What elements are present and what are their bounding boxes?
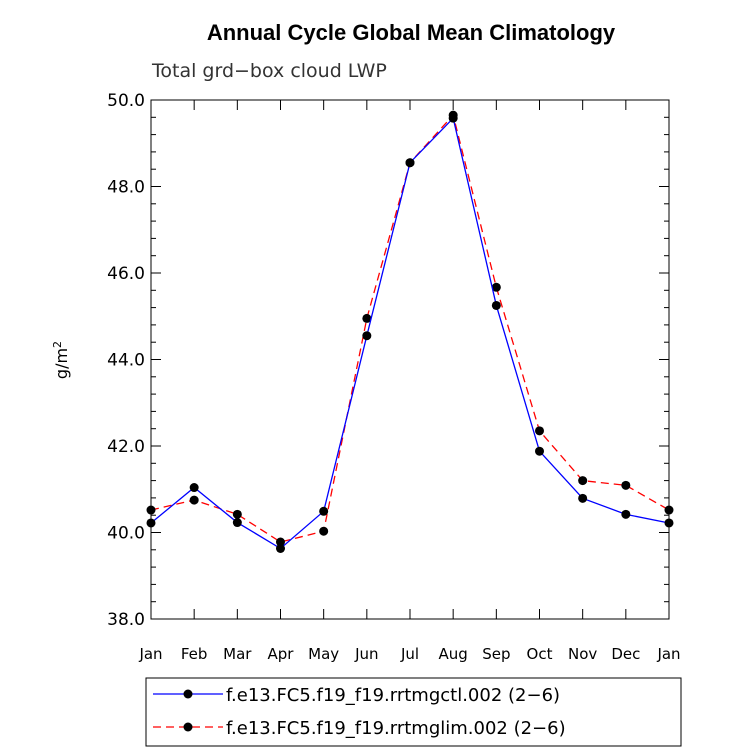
legend-marker (183, 689, 193, 699)
data-point (621, 509, 631, 519)
y-axis-label-base: g/m (52, 348, 71, 379)
data-point (146, 518, 156, 528)
y-tick-label: 38.0 (107, 610, 145, 630)
x-tick-label: Jun (354, 645, 378, 663)
x-tick-label: Jul (400, 645, 419, 663)
data-point (578, 476, 588, 486)
data-point (491, 282, 501, 292)
x-tick-labels: Jan Feb Mar Apr May Jun Jul Aug Sep Oct Nov Dec Jan (138, 645, 680, 663)
data-point (232, 518, 242, 528)
x-tick-label: Nov (568, 645, 597, 663)
y-axis-label-superscript: 2 (51, 341, 64, 348)
x-tick-label: May (308, 645, 339, 663)
x-tick-label: Mar (223, 645, 252, 663)
svg-text:g/m2: g/m2 (51, 341, 71, 379)
data-point (146, 505, 156, 515)
x-tick-label: Jan (138, 645, 162, 663)
y-tick-label: 40.0 (107, 524, 145, 544)
y-tick-labels: 38.0 40.0 42.0 44.0 46.0 48.0 50.0 (107, 91, 145, 630)
x-tick-label: Dec (611, 645, 640, 663)
data-point (319, 526, 329, 536)
legend-entry-0: f.e13.FC5.f19_f19.rrtmgctl.002 (2−6) (153, 685, 560, 706)
legend-marker (183, 722, 193, 732)
x-tick-label: Aug (439, 645, 468, 663)
x-tick-label: Oct (527, 645, 553, 663)
data-point (362, 331, 372, 341)
data-point (448, 113, 458, 123)
legend-box (145, 677, 682, 747)
data-point (189, 495, 199, 505)
data-point (664, 518, 674, 528)
series-line (150, 113, 670, 543)
data-point (362, 313, 372, 323)
legend-entry-1: f.e13.FC5.f19_f19.rrtmglim.002 (2−6) (153, 718, 566, 739)
data-point (664, 505, 674, 515)
data-point (232, 509, 242, 519)
x-tick-label: Sep (482, 645, 510, 663)
data-point (535, 426, 544, 436)
y-tick-label: 48.0 (107, 178, 145, 198)
data-point (405, 158, 415, 168)
data-point (276, 537, 285, 547)
y-tick-label: 50.0 (107, 91, 145, 111)
series-layer (146, 110, 674, 554)
legend-label: f.e13.FC5.f19_f19.rrtmglim.002 (2−6) (226, 718, 566, 739)
y-tick-label: 44.0 (107, 351, 145, 371)
x-tick-label: Jan (656, 645, 680, 663)
y-axis-label: g/m2 (51, 341, 71, 379)
legend-label: f.e13.FC5.f19_f19.rrtmgctl.002 (2−6) (226, 685, 560, 706)
data-point (276, 544, 285, 554)
chart-subtitle: Total grd−box cloud LWP (151, 60, 387, 82)
data-point (189, 483, 199, 493)
y-tick-label: 42.0 (107, 437, 145, 457)
data-point (578, 493, 588, 503)
data-point (491, 300, 501, 310)
series-line (150, 116, 670, 550)
y-tick-label: 46.0 (107, 264, 145, 284)
series-0 (146, 113, 674, 554)
data-point (621, 480, 631, 490)
x-tick-label: Apr (268, 645, 295, 663)
axis-ticks (150, 99, 670, 620)
series-1 (146, 110, 674, 547)
chart-title: Annual Cycle Global Mean Climatology (207, 20, 616, 45)
legend: f.e13.FC5.f19_f19.rrtmgctl.002 (2−6) f.e1… (153, 685, 566, 739)
data-point (535, 446, 544, 456)
plot-frame (150, 99, 670, 620)
data-point (319, 506, 329, 516)
x-tick-label: Feb (181, 645, 208, 663)
